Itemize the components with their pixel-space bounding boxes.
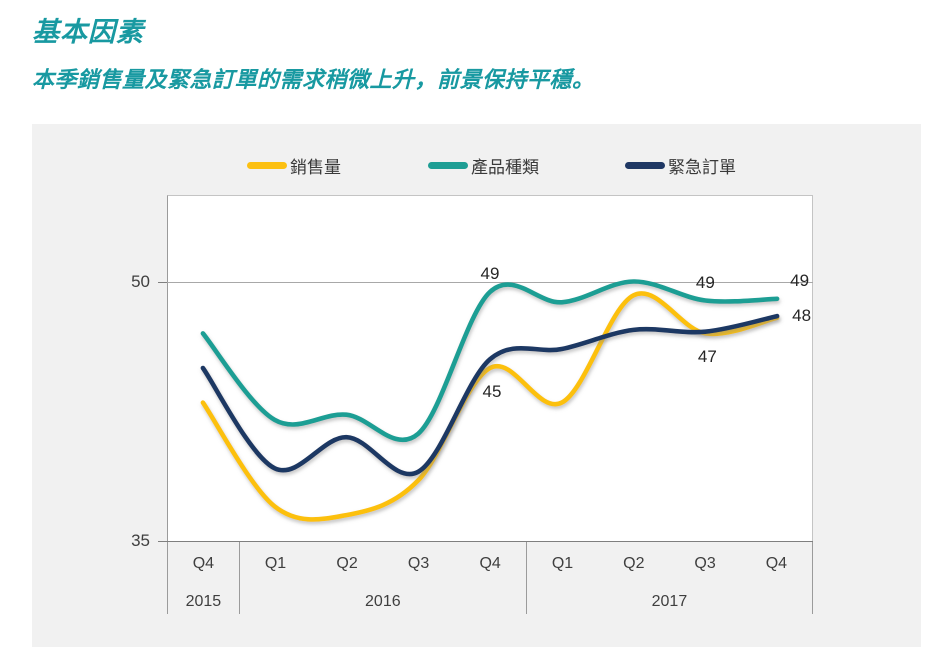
quarter-label: Q4 [765,555,788,572]
page-subtitle: 本季銷售量及緊急訂單的需求稍微上升，前景保持平穩。 [32,67,595,92]
urgent-orders-line [200,313,780,477]
legend-item-sales-volume: 銷售量 [247,153,341,177]
data-label-product-variety: 49 [480,263,500,283]
x-axis: Q4 2015 Q1 Q2 Q3 Q4 2016 Q1 Q2 Q3 Q4 2017 [167,541,813,614]
y-tick-mark [158,281,167,283]
quarter-label: Q4 [479,555,501,572]
urgent-orders-line-swatch-icon [625,161,665,169]
data-label-sales-volume: 45 [482,382,502,401]
x-axis-group-2016: Q1 Q2 Q3 Q4 2016 [238,542,526,614]
year-label: 2016 [365,593,401,610]
quarter-label: Q1 [551,555,574,572]
quarter-label: Q3 [694,555,716,572]
data-label-urgent-orders: 48 [792,306,812,326]
quarter-label: Q1 [264,555,287,572]
quarter-label: Q2 [623,555,645,572]
quarter-label: Q4 [192,555,215,572]
quarter-label: Q2 [336,555,358,572]
x-axis-group-2015: Q4 2015 [167,542,239,614]
gridline-50 [167,281,813,283]
y-tick-mark [158,541,167,542]
y-tick-label: 50 [131,271,150,291]
quarter-label: Q3 [407,555,430,572]
quarter-row: Q4 [168,542,239,573]
data-label-product-variety: 49 [790,270,810,290]
sales-volume-line-swatch-icon [247,161,287,169]
sales-volume-line [200,291,780,522]
product-variety-line [200,279,780,443]
page-title: 基本因素 [32,17,144,47]
chart-panel: 銷售量 產品種類 緊急訂單 50 35 49 45 49 47 49 48 Q4 2015 Q1 Q2… [32,124,921,647]
quarter-row: Q1 Q2 Q3 Q4 [240,542,526,573]
quarter-row: Q1 Q2 Q3 Q4 [527,542,812,573]
data-label-sales-volume: 47 [697,347,717,367]
legend-item-urgent-orders: 緊急訂單 [625,153,736,177]
product-variety-line-swatch-icon [428,161,468,169]
series-lines [200,279,780,522]
year-label: 2017 [651,593,688,610]
x-axis-group-2017: Q1 Q2 Q3 Q4 2017 [525,542,813,614]
legend-label: 緊急訂單 [668,157,736,177]
y-tick-label: 35 [131,531,150,550]
year-label: 2015 [185,593,222,610]
data-label-product-variety: 49 [695,272,715,292]
legend-item-product-variety: 產品種類 [428,153,539,177]
legend-label: 銷售量 [290,157,341,177]
legend-label: 產品種類 [471,157,539,177]
